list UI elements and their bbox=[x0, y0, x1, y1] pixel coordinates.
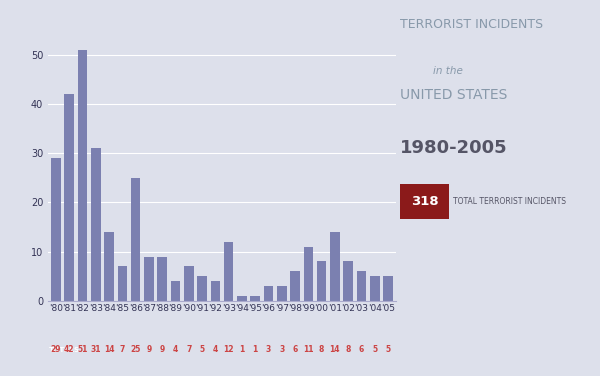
Bar bbox=[356, 271, 366, 301]
Text: 4: 4 bbox=[213, 345, 218, 354]
Text: 5: 5 bbox=[200, 345, 205, 354]
Text: 8: 8 bbox=[346, 345, 351, 354]
Text: in the: in the bbox=[433, 66, 463, 76]
Bar bbox=[237, 296, 247, 301]
Text: TOTALS: TOTALS bbox=[49, 347, 80, 353]
Bar bbox=[51, 158, 61, 301]
Text: 1980-2005: 1980-2005 bbox=[400, 139, 508, 157]
Bar bbox=[304, 247, 313, 301]
Text: 318: 318 bbox=[411, 195, 439, 208]
Text: 14: 14 bbox=[329, 345, 340, 354]
Bar bbox=[64, 94, 74, 301]
Text: 5: 5 bbox=[372, 345, 377, 354]
Bar bbox=[250, 296, 260, 301]
Text: 1: 1 bbox=[253, 345, 258, 354]
Bar bbox=[343, 261, 353, 301]
Bar bbox=[118, 266, 127, 301]
Bar bbox=[184, 266, 194, 301]
Bar bbox=[211, 281, 220, 301]
Text: 31: 31 bbox=[91, 345, 101, 354]
Text: 7: 7 bbox=[186, 345, 191, 354]
Text: 8: 8 bbox=[319, 345, 325, 354]
Bar bbox=[224, 242, 233, 301]
Bar bbox=[383, 276, 393, 301]
Bar bbox=[330, 232, 340, 301]
Text: 7: 7 bbox=[119, 345, 125, 354]
Text: UNITED STATES: UNITED STATES bbox=[400, 88, 508, 102]
Text: 6: 6 bbox=[292, 345, 298, 354]
Text: TOTAL TERRORIST INCIDENTS: TOTAL TERRORIST INCIDENTS bbox=[453, 197, 566, 206]
Bar bbox=[264, 286, 273, 301]
Bar bbox=[91, 148, 101, 301]
Bar bbox=[290, 271, 300, 301]
Text: 4: 4 bbox=[173, 345, 178, 354]
Bar bbox=[370, 276, 380, 301]
Text: 9: 9 bbox=[146, 345, 152, 354]
Bar bbox=[144, 256, 154, 301]
Text: 9: 9 bbox=[160, 345, 165, 354]
Text: 1: 1 bbox=[239, 345, 245, 354]
Bar bbox=[197, 276, 207, 301]
Bar bbox=[157, 256, 167, 301]
Text: 5: 5 bbox=[385, 345, 391, 354]
Text: 42: 42 bbox=[64, 345, 74, 354]
Text: TERRORIST INCIDENTS: TERRORIST INCIDENTS bbox=[400, 18, 543, 31]
Text: 51: 51 bbox=[77, 345, 88, 354]
Bar bbox=[104, 232, 114, 301]
Bar bbox=[277, 286, 287, 301]
Text: 3: 3 bbox=[279, 345, 284, 354]
Bar bbox=[131, 178, 140, 301]
Text: 29: 29 bbox=[51, 345, 61, 354]
Text: 6: 6 bbox=[359, 345, 364, 354]
Text: 11: 11 bbox=[303, 345, 314, 354]
Text: 12: 12 bbox=[223, 345, 234, 354]
Text: 14: 14 bbox=[104, 345, 115, 354]
Bar bbox=[78, 50, 88, 301]
FancyBboxPatch shape bbox=[400, 184, 449, 219]
Bar bbox=[171, 281, 180, 301]
Bar bbox=[317, 261, 326, 301]
Text: 25: 25 bbox=[130, 345, 141, 354]
Text: 3: 3 bbox=[266, 345, 271, 354]
